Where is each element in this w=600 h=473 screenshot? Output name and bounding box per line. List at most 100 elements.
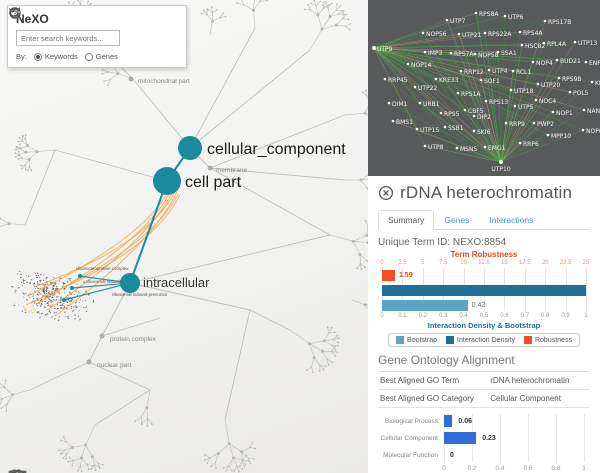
gene-node-label: UTP15 (420, 127, 439, 134)
radio-keywords-label: Keywords (44, 52, 78, 61)
gene-node[interactable] (546, 133, 550, 137)
gene-node[interactable] (406, 62, 410, 66)
legend-swatch (523, 336, 532, 344)
bottom-axis-tick: 0.1 (398, 313, 407, 319)
gene-node-label: ENP1 (589, 60, 600, 67)
gene-node[interactable] (423, 50, 427, 54)
gene-node[interactable] (456, 91, 460, 95)
search-input[interactable] (16, 30, 120, 46)
gene-node[interactable] (581, 128, 585, 132)
gene-node[interactable] (551, 110, 555, 114)
gene-node[interactable] (520, 43, 524, 47)
go-plot: 0 0.2 0.4 0.6 0.8 1 0.06 0.23 0 (442, 414, 586, 473)
gene-node[interactable] (383, 77, 387, 81)
gene-node[interactable] (439, 111, 443, 115)
gene-node[interactable] (459, 69, 463, 73)
unique-term-id-value: NEXO:8854 (452, 237, 507, 248)
close-icon[interactable] (378, 185, 394, 201)
gene-node[interactable] (445, 18, 449, 22)
highlighted-term-node[interactable] (178, 136, 202, 160)
radio-keywords[interactable]: Keywords (33, 52, 78, 61)
gene-node[interactable] (511, 69, 515, 73)
term-title: rDNA heterochromatin (400, 183, 573, 202)
go-category-chart: 0 0.2 0.4 0.6 0.8 1 0.06 0.23 0 Biological Proces… (378, 414, 590, 473)
term-label: cellular_component (207, 141, 346, 158)
interaction-density-bar (382, 285, 586, 296)
gene-node[interactable] (543, 19, 547, 23)
gene-node[interactable] (557, 76, 561, 80)
gene-node[interactable] (504, 121, 508, 125)
gene-node[interactable] (457, 32, 461, 36)
gene-node[interactable] (418, 101, 422, 105)
gene-node[interactable] (573, 40, 577, 44)
gene-node[interactable] (582, 108, 586, 112)
tab-genes[interactable]: Genes (444, 215, 470, 225)
gene-node-label: PWP2 (537, 121, 554, 128)
gene-node[interactable] (474, 11, 478, 15)
gene-node[interactable] (536, 82, 540, 86)
gene-node[interactable] (449, 51, 453, 55)
gene-node[interactable] (518, 141, 522, 145)
tab-interactions[interactable]: Interactions (489, 215, 534, 225)
highlighted-term-node[interactable] (120, 273, 140, 293)
gene-node[interactable] (584, 60, 588, 64)
gene-node[interactable] (372, 46, 376, 50)
interaction-network-panel[interactable]: UTP9 RPS8A UTP6 RPS17B UTP7 NOP56 UTP21 RPS22A R… (368, 0, 600, 176)
gene-node[interactable] (503, 14, 507, 18)
tab-summary[interactable]: Summary (378, 210, 435, 230)
gene-node[interactable] (555, 58, 559, 62)
term-node[interactable] (128, 76, 134, 82)
gene-node-label: SKI6 (477, 129, 491, 136)
gene-node[interactable] (479, 78, 483, 82)
gene-node[interactable] (473, 52, 477, 56)
term-node[interactable] (207, 165, 213, 171)
gene-node-label: MSN5 (460, 146, 477, 153)
term-label-small: mitochondrial part (138, 78, 190, 85)
gene-node[interactable] (443, 125, 447, 129)
gene-node[interactable] (531, 60, 535, 64)
gene-node[interactable] (463, 108, 467, 112)
gene-node[interactable] (421, 31, 425, 35)
gene-node[interactable] (415, 127, 419, 131)
term-node[interactable] (99, 333, 105, 339)
gene-node[interactable] (434, 77, 438, 81)
gene-node[interactable] (590, 80, 594, 84)
gene-node[interactable] (509, 88, 513, 92)
gene-node[interactable] (487, 68, 491, 72)
radio-genes[interactable]: Genes (84, 52, 118, 61)
gene-node[interactable] (532, 121, 536, 125)
radio-genes-button[interactable] (84, 52, 93, 61)
gene-node-label: UTP20 (541, 82, 560, 89)
gene-node[interactable] (472, 114, 476, 118)
gene-node[interactable] (413, 85, 417, 89)
gene-node-label: RPS13 (489, 99, 508, 106)
gene-node[interactable] (391, 119, 395, 123)
gene-node[interactable] (542, 41, 546, 45)
gene-node[interactable] (455, 146, 459, 150)
gene-node[interactable] (483, 31, 487, 35)
gene-node[interactable] (499, 160, 503, 164)
gene-node[interactable] (472, 129, 476, 133)
legend-swatch (446, 336, 454, 344)
gene-node-label: RPS7A (454, 51, 474, 58)
gene-node[interactable] (568, 90, 572, 94)
gene-node[interactable] (518, 30, 522, 34)
section-go-alignment: Gene Ontology Alignment (378, 347, 590, 372)
ontology-canvas[interactable]: cellular_component cell part intracellular… (0, 0, 368, 473)
cluster-term-label: ribonucleoprotein complex (76, 266, 129, 271)
gene-node[interactable] (534, 98, 538, 102)
gene-node[interactable] (387, 101, 391, 105)
gene-node[interactable] (496, 50, 500, 54)
gene-node[interactable] (483, 145, 487, 149)
x-axis-tick: 0.6 (523, 465, 533, 472)
gene-node-label: NAN1 (587, 108, 600, 115)
radio-keywords-button[interactable] (33, 52, 42, 61)
gene-node[interactable] (513, 104, 517, 108)
highlighted-term-node[interactable] (153, 167, 181, 195)
gene-node[interactable] (484, 99, 488, 103)
gene-node[interactable] (423, 144, 427, 148)
term-node[interactable] (86, 359, 92, 365)
go-table-value: Cellular Component (488, 389, 590, 408)
